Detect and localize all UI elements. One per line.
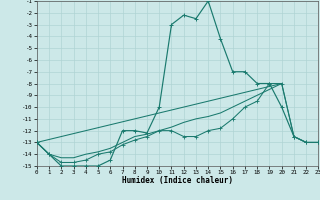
X-axis label: Humidex (Indice chaleur): Humidex (Indice chaleur) <box>122 176 233 185</box>
